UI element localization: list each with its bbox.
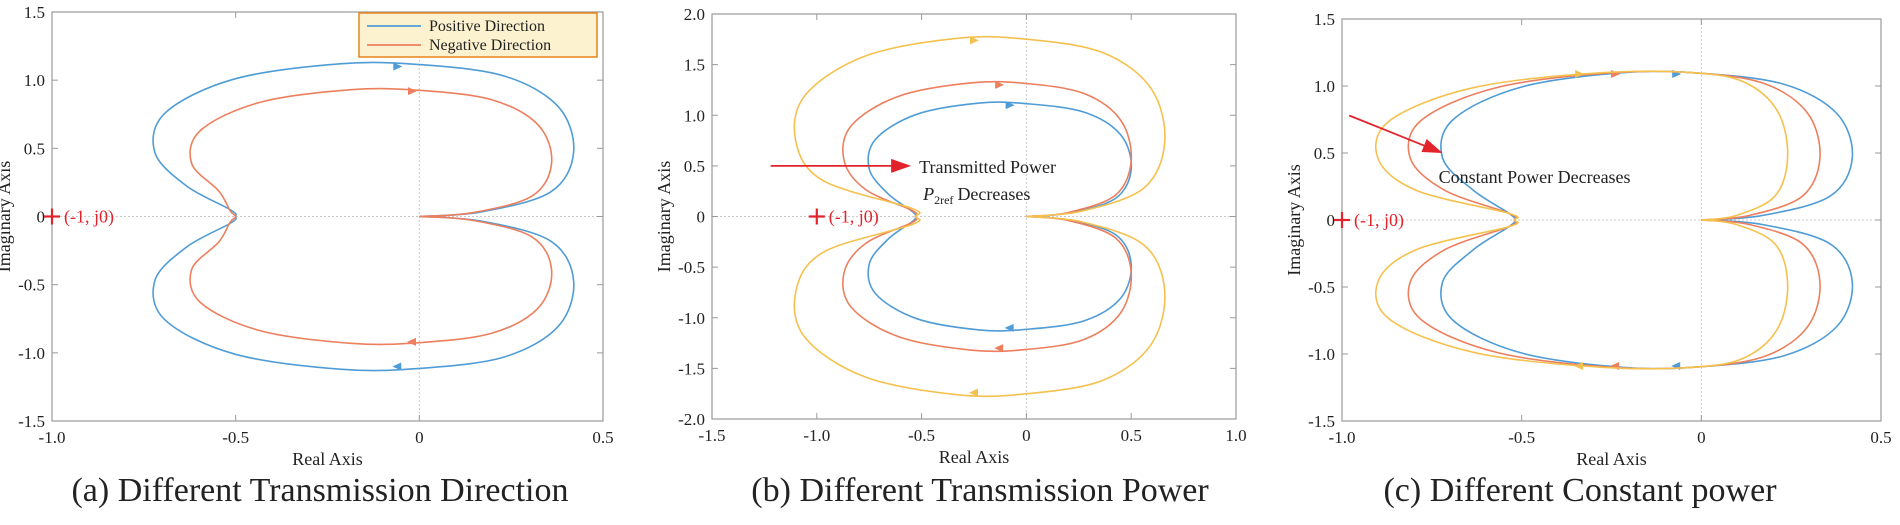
y-tick-label: -2.0 bbox=[678, 410, 705, 429]
direction-arrow bbox=[970, 36, 979, 45]
y-tick-label: 1.5 bbox=[24, 3, 45, 22]
subscript: 2ref bbox=[934, 193, 953, 207]
x-tick-label: -0.5 bbox=[222, 428, 249, 447]
y-tick-label: 2.0 bbox=[684, 5, 705, 24]
direction-arrow bbox=[994, 344, 1004, 353]
caption-b: (b) Different Transmission Power bbox=[751, 472, 1209, 509]
curves bbox=[152, 61, 575, 372]
nyquist-curve-yellow bbox=[1375, 70, 1789, 370]
annotation-text: Transmitted Power bbox=[919, 157, 1056, 177]
x-tick-label: -0.5 bbox=[908, 426, 935, 445]
critical-point-label: (-1, j0) bbox=[64, 207, 114, 228]
y-tick-label: 0 bbox=[1327, 211, 1336, 230]
x-tick-label: 0 bbox=[1022, 426, 1031, 445]
annotation-text: Constant Power Decreases bbox=[1439, 167, 1631, 187]
y-tick-label: -1.0 bbox=[678, 309, 705, 328]
nyquist-curve-blue bbox=[867, 101, 1133, 332]
rest: Decreases bbox=[957, 184, 1030, 204]
x-tick-label: 0.5 bbox=[592, 428, 613, 447]
y-tick-label: -1.0 bbox=[1308, 345, 1335, 364]
direction-arrow bbox=[1005, 101, 1015, 110]
symbol: P bbox=[922, 184, 934, 204]
y-tick-label: -0.5 bbox=[1308, 278, 1335, 297]
y-axis-label: Imaginary Axis bbox=[1284, 164, 1304, 275]
y-tick-label: -0.5 bbox=[18, 276, 45, 295]
y-tick-label: 1.0 bbox=[24, 71, 45, 90]
y-tick-label: 0.5 bbox=[1314, 144, 1335, 163]
x-tick-label: 0.5 bbox=[1870, 428, 1891, 447]
x-tick-label: -1.0 bbox=[1329, 428, 1356, 447]
direction-arrow bbox=[406, 337, 416, 346]
legend-entry: Positive Direction bbox=[429, 18, 545, 35]
critical-point-label: (-1, j0) bbox=[829, 207, 879, 228]
curves bbox=[793, 35, 1166, 398]
nyquist-curve-yellow bbox=[793, 35, 1166, 398]
direction-arrow bbox=[393, 62, 403, 71]
direction-arrow bbox=[995, 80, 1005, 89]
y-tick-label: 0.5 bbox=[684, 157, 705, 176]
y-tick-label: 1.0 bbox=[684, 106, 705, 125]
y-tick-label: -1.5 bbox=[1308, 412, 1335, 431]
x-axis-label: Real Axis bbox=[939, 447, 1010, 467]
y-tick-label: -1.5 bbox=[678, 359, 705, 378]
y-axis-label: Imaginary Axis bbox=[0, 161, 14, 272]
annotation: Constant Power Decreases bbox=[1348, 114, 1631, 187]
nyquist-curve-orange bbox=[189, 87, 553, 346]
curves bbox=[1375, 69, 1854, 371]
y-axis-label: Imaginary Axis bbox=[654, 161, 674, 272]
y-tick-label: 0 bbox=[37, 208, 46, 227]
direction-arrow bbox=[1575, 69, 1585, 78]
x-tick-label: -1.0 bbox=[39, 428, 66, 447]
y-tick-label: 0 bbox=[697, 208, 706, 227]
direction-arrow bbox=[407, 87, 417, 96]
annotation-arrowhead bbox=[1421, 139, 1443, 153]
y-tick-label: 1.5 bbox=[1314, 10, 1335, 29]
x-tick-label: 0 bbox=[415, 428, 424, 447]
x-tick-label: -1.0 bbox=[803, 426, 830, 445]
x-tick-label: 0 bbox=[1697, 428, 1706, 447]
x-tick-label: 1.0 bbox=[1225, 426, 1246, 445]
chart-panel-b: -1.5 -1.0 -0.5 0 0.5 1.0-2.0-1.5-1.0-0.500.51… bbox=[654, 5, 1247, 467]
critical-point-label: (-1, j0) bbox=[1354, 210, 1404, 231]
x-tick-label: -0.5 bbox=[1508, 428, 1535, 447]
annotation-arrowhead bbox=[891, 158, 912, 173]
x-tick-label: 0.5 bbox=[1121, 426, 1142, 445]
direction-arrow bbox=[1004, 323, 1014, 332]
y-tick-label: -1.0 bbox=[18, 344, 45, 363]
direction-arrow bbox=[1574, 362, 1584, 371]
annotation-arrow bbox=[1348, 114, 1430, 149]
y-tick-label: 0.5 bbox=[24, 139, 45, 158]
direction-arrow bbox=[392, 362, 402, 371]
x-tick-label: -1.5 bbox=[699, 426, 726, 445]
y-tick-label: -0.5 bbox=[678, 258, 705, 277]
y-tick-label: 1.5 bbox=[684, 56, 705, 75]
caption-a: (a) Different Transmission Direction bbox=[71, 472, 569, 509]
annotation: Transmitted Power P2ref Decreases bbox=[770, 157, 1056, 207]
legend-entry: Negative Direction bbox=[429, 37, 551, 54]
caption-c: (c) Different Constant power bbox=[1383, 472, 1777, 509]
direction-arrow bbox=[969, 388, 978, 397]
x-axis-label: Real Axis bbox=[292, 449, 363, 469]
x-axis-label: Real Axis bbox=[1576, 449, 1647, 469]
legend-box bbox=[358, 12, 598, 58]
annotation-text-line2: P2ref Decreases bbox=[922, 184, 1030, 207]
legend: Positive Direction Negative Direction bbox=[358, 12, 598, 58]
y-tick-label: 1.0 bbox=[1314, 77, 1335, 96]
y-tick-label: -1.5 bbox=[18, 412, 45, 431]
